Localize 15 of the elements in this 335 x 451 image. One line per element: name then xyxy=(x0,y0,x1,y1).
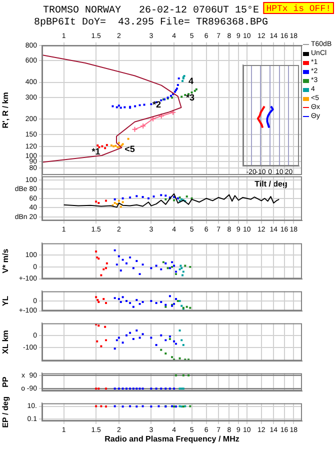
y-axis-title: EP / deg xyxy=(1,396,10,428)
y-axis-title: XL km xyxy=(1,330,10,354)
annotation: *3 xyxy=(186,92,195,102)
chart-title: TROMSO NORWAY 26-02-12 0706UT 15°E xyxy=(42,6,260,17)
chart-subtitle: 8pBP6It DoY= 43.295 File= TR896368.BPG xyxy=(34,16,268,29)
annotation: *2 xyxy=(152,99,161,110)
y-axis-title: PP xyxy=(1,376,10,388)
y-axis-title: R', R / km xyxy=(1,92,10,128)
annotation: *1 xyxy=(92,146,100,156)
y-axis-title: YL xyxy=(1,296,10,306)
y-axis-title: V* m/s xyxy=(1,248,10,274)
x-axis-title: Radio and Plasma Frequency / MHz xyxy=(104,434,240,444)
annotation: 4 xyxy=(188,76,194,86)
text: HPTx is OFF! xyxy=(266,4,331,14)
annotation: <5 xyxy=(124,144,135,154)
